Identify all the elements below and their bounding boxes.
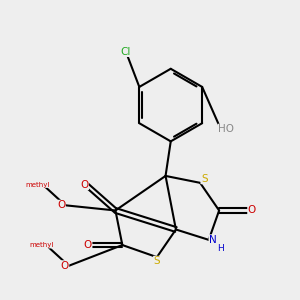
Text: S: S	[201, 174, 208, 184]
Text: N: N	[209, 235, 217, 245]
Text: HO: HO	[218, 124, 234, 134]
Text: O: O	[80, 180, 88, 190]
Text: O: O	[84, 240, 92, 250]
Text: methyl: methyl	[26, 182, 50, 188]
Text: Cl: Cl	[121, 46, 131, 56]
Text: methyl: methyl	[29, 242, 53, 248]
Text: O: O	[248, 206, 256, 215]
Text: S: S	[154, 256, 160, 266]
Text: O: O	[61, 261, 69, 271]
Text: H: H	[218, 244, 224, 253]
Text: O: O	[57, 200, 65, 210]
